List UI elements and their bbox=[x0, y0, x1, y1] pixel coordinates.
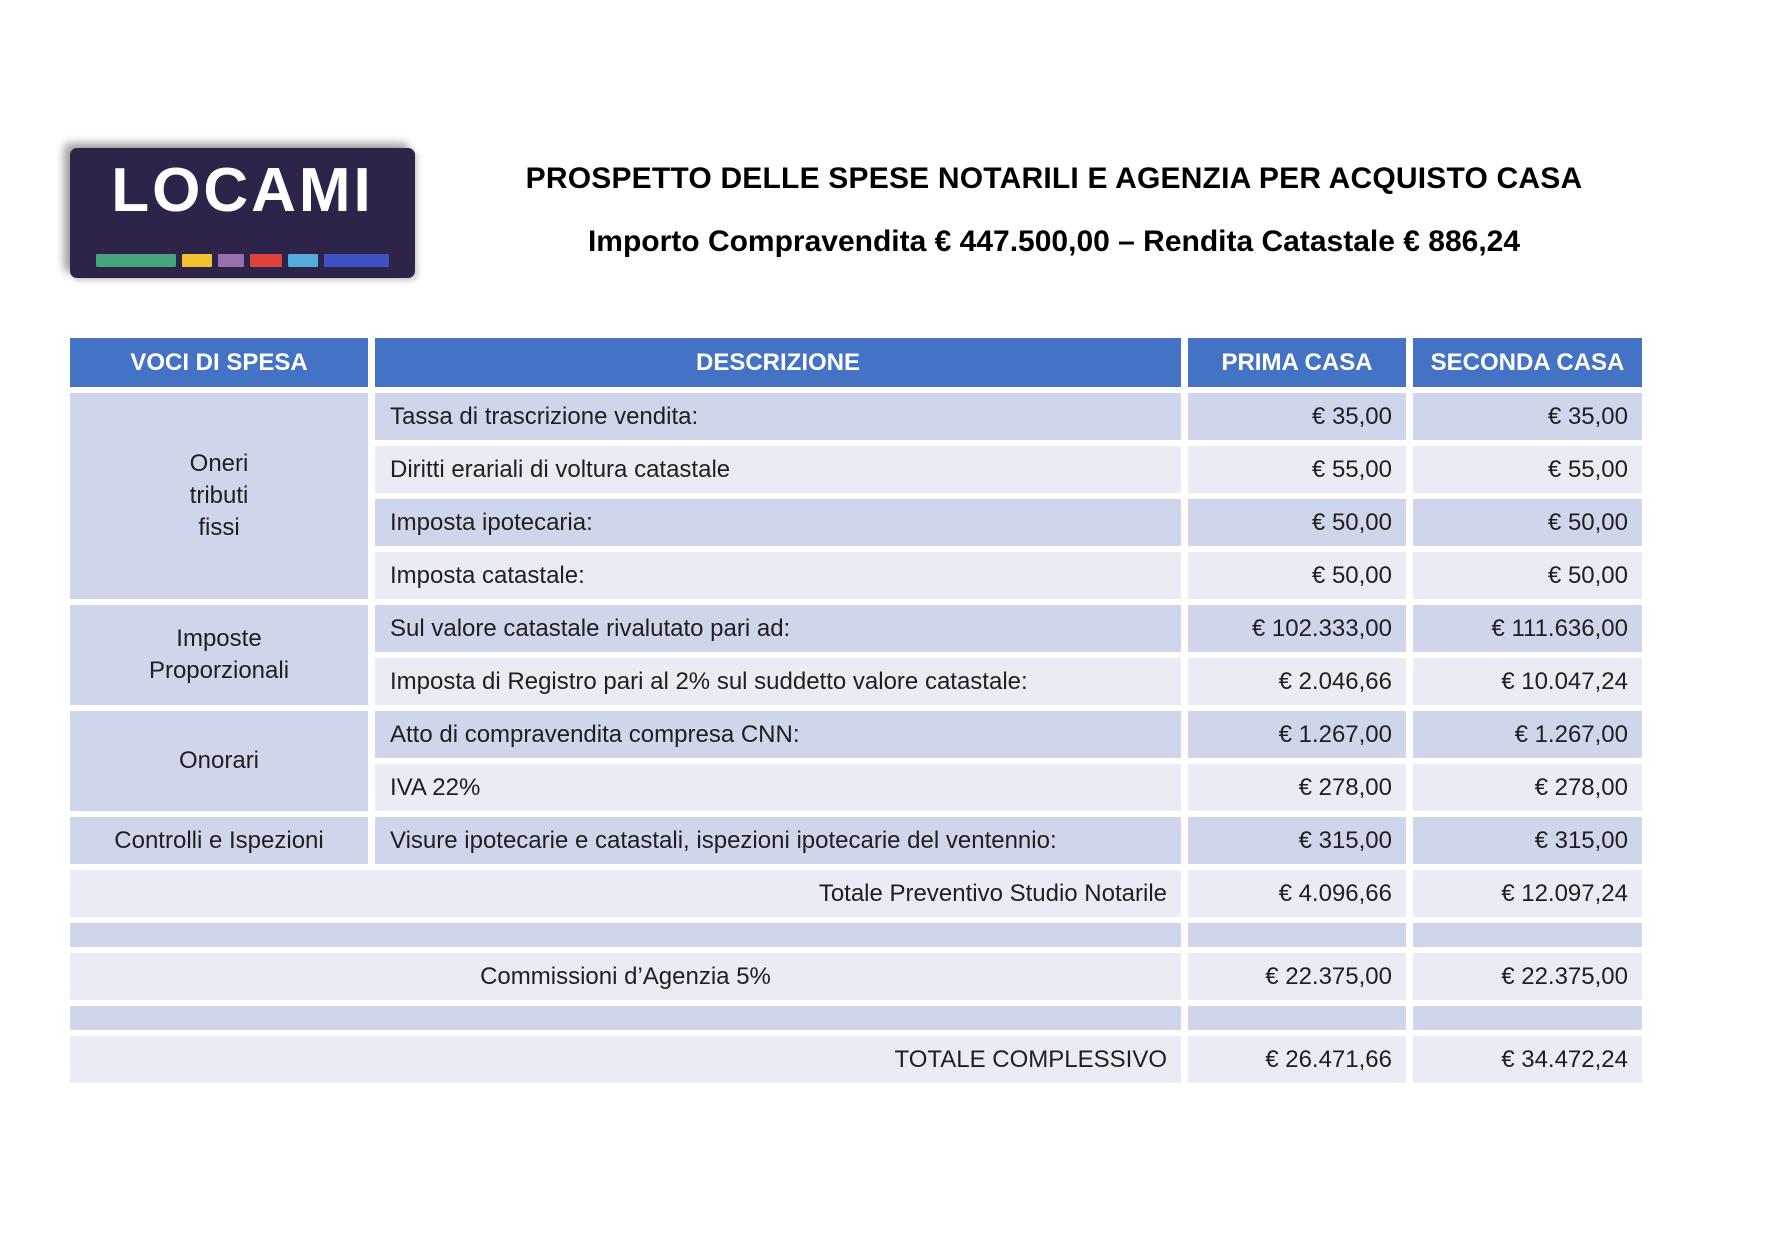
column-header-prima-casa: PRIMA CASA bbox=[1188, 338, 1406, 387]
group-cell-controlli-e-ispezioni: Controlli e Ispezioni bbox=[70, 817, 368, 864]
spacer-cell bbox=[1413, 1006, 1642, 1030]
page-title: PROSPETTO DELLE SPESE NOTARILI E AGENZIA… bbox=[525, 162, 1583, 195]
logo-bar-segment-yellow bbox=[182, 254, 212, 267]
seconda-casa-value: € 22.375,00 bbox=[1413, 953, 1642, 1000]
spacer-cell bbox=[70, 923, 1181, 947]
summary-label-totale-preventivo: Totale Preventivo Studio Notarile bbox=[70, 870, 1181, 917]
seconda-casa-value: € 315,00 bbox=[1413, 817, 1642, 864]
spacer-cell bbox=[70, 1006, 1181, 1030]
prima-casa-value: € 26.471,66 bbox=[1188, 1036, 1406, 1083]
seconda-casa-value: € 278,00 bbox=[1413, 764, 1642, 811]
desc-cell: Imposta di Registro pari al 2% sul sudde… bbox=[375, 658, 1181, 705]
logo-bar-segment-red bbox=[250, 254, 282, 267]
summary-label-commissioni-agenzia: Commissioni d’Agenzia 5% bbox=[70, 953, 1181, 1000]
prima-casa-value: € 1.267,00 bbox=[1188, 711, 1406, 758]
seconda-casa-value: € 35,00 bbox=[1413, 393, 1642, 440]
spacer-cell bbox=[1188, 1006, 1406, 1030]
prima-casa-value: € 315,00 bbox=[1188, 817, 1406, 864]
column-header-voci-di-spesa: VOCI DI SPESA bbox=[70, 338, 368, 387]
seconda-casa-value: € 50,00 bbox=[1413, 499, 1642, 546]
group-cell-oneri-tributi-fissi: Oneri tributi fissi bbox=[70, 393, 368, 599]
group-label: Imposte Proporzionali bbox=[148, 625, 290, 684]
seconda-casa-value: € 12.097,24 bbox=[1413, 870, 1642, 917]
group-label: Onorari bbox=[178, 747, 260, 775]
desc-cell: Diritti erariali di voltura catastale bbox=[375, 446, 1181, 493]
spacer-cell bbox=[1188, 923, 1406, 947]
seconda-casa-value: € 10.047,24 bbox=[1413, 658, 1642, 705]
logo-bar-segment-purple bbox=[218, 254, 244, 267]
prima-casa-value: € 55,00 bbox=[1188, 446, 1406, 493]
summary-label-totale-complessivo: TOTALE COMPLESSIVO bbox=[70, 1036, 1181, 1083]
prima-casa-value: € 4.096,66 bbox=[1188, 870, 1406, 917]
spacer-cell bbox=[1413, 923, 1642, 947]
group-label: Controlli e Ispezioni bbox=[114, 826, 324, 854]
expenses-table: VOCI DI SPESA DESCRIZIONE PRIMA CASA SEC… bbox=[70, 338, 1642, 1083]
desc-cell: Imposta ipotecaria: bbox=[375, 499, 1181, 546]
desc-cell: Sul valore catastale rivalutato pari ad: bbox=[375, 605, 1181, 652]
group-label: Oneri tributi fissi bbox=[189, 450, 249, 541]
locami-logo: LOCAMI bbox=[70, 148, 415, 278]
seconda-casa-value: € 55,00 bbox=[1413, 446, 1642, 493]
prima-casa-value: € 278,00 bbox=[1188, 764, 1406, 811]
logo-bar-segment-lightblue bbox=[288, 254, 318, 267]
desc-cell: Tassa di trascrizione vendita: bbox=[375, 393, 1181, 440]
logo-wordmark: LOCAMI bbox=[111, 156, 374, 225]
desc-cell: Atto di compravendita compresa CNN: bbox=[375, 711, 1181, 758]
desc-cell: Imposta catastale: bbox=[375, 552, 1181, 599]
page-subtitle: Importo Compravendita € 447.500,00 – Ren… bbox=[587, 225, 1521, 258]
logo-bar-segment-blue bbox=[324, 254, 389, 267]
seconda-casa-value: € 50,00 bbox=[1413, 552, 1642, 599]
prima-casa-value: € 102.333,00 bbox=[1188, 605, 1406, 652]
column-header-seconda-casa: SECONDA CASA bbox=[1413, 338, 1642, 387]
header-block: PROSPETTO DELLE SPESE NOTARILI E AGENZIA… bbox=[478, 162, 1630, 259]
prima-casa-value: € 35,00 bbox=[1188, 393, 1406, 440]
desc-cell: IVA 22% bbox=[375, 764, 1181, 811]
seconda-casa-value: € 34.472,24 bbox=[1413, 1036, 1642, 1083]
prima-casa-value: € 2.046,66 bbox=[1188, 658, 1406, 705]
logo-bar-segment-green bbox=[96, 254, 176, 267]
logo-color-bar bbox=[96, 254, 389, 267]
desc-cell: Visure ipotecarie e catastali, ispezioni… bbox=[375, 817, 1181, 864]
column-header-descrizione: DESCRIZIONE bbox=[375, 338, 1181, 387]
seconda-casa-value: € 111.636,00 bbox=[1413, 605, 1642, 652]
group-cell-imposte-proporzionali: Imposte Proporzionali bbox=[70, 605, 368, 705]
group-cell-onorari: Onorari bbox=[70, 711, 368, 811]
prima-casa-value: € 50,00 bbox=[1188, 499, 1406, 546]
prima-casa-value: € 50,00 bbox=[1188, 552, 1406, 599]
seconda-casa-value: € 1.267,00 bbox=[1413, 711, 1642, 758]
prima-casa-value: € 22.375,00 bbox=[1188, 953, 1406, 1000]
